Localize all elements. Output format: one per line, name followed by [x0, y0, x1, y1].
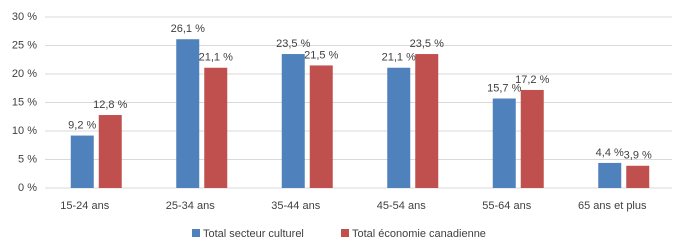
bar: [415, 54, 439, 188]
legend-label: Total secteur culturel: [203, 228, 304, 240]
data-label: 17,2 %: [515, 74, 549, 86]
y-tick-label: 10 %: [12, 125, 37, 137]
bar: [387, 67, 411, 188]
x-tick-label: 35-44 ans: [271, 200, 320, 212]
data-label: 9,2 %: [68, 119, 96, 131]
y-tick-label: 15 %: [12, 96, 37, 108]
y-tick-label: 25 %: [12, 39, 37, 51]
x-tick-label: 55-64 ans: [482, 200, 531, 212]
bar: [204, 67, 228, 188]
data-label: 15,7 %: [487, 82, 521, 94]
bar: [598, 162, 622, 188]
x-tick-label: 15-24 ans: [60, 200, 109, 212]
legend-swatch: [341, 229, 349, 237]
data-label: 21,5 %: [304, 49, 338, 61]
bar: [626, 165, 650, 188]
bar: [281, 54, 305, 188]
y-tick-label: 30 %: [12, 11, 37, 23]
x-tick-label: 65 ans et plus: [578, 200, 647, 212]
bar: [176, 39, 200, 189]
data-label: 21,1 %: [382, 52, 416, 64]
data-label: 21,1 %: [199, 52, 233, 64]
bar: [309, 65, 333, 188]
bar: [492, 98, 516, 188]
data-label: 12,8 %: [93, 99, 127, 111]
data-label: 23,5 %: [276, 38, 310, 50]
bar: [70, 135, 94, 188]
data-label: 26,1 %: [171, 23, 205, 35]
bar: [98, 115, 122, 188]
data-label: 23,5 %: [410, 38, 444, 50]
legend-label: Total économie canadienne: [352, 228, 486, 240]
data-label: 4,4 %: [596, 147, 624, 159]
y-tick-label: 5 %: [18, 153, 37, 165]
y-tick-label: 20 %: [12, 68, 37, 80]
y-tick-label: 0 %: [18, 182, 37, 194]
legend-swatch: [192, 229, 200, 237]
x-tick-label: 45-54 ans: [377, 200, 426, 212]
bar: [520, 89, 544, 188]
x-tick-label: 25-34 ans: [166, 200, 215, 212]
data-label: 3,9 %: [624, 150, 652, 162]
